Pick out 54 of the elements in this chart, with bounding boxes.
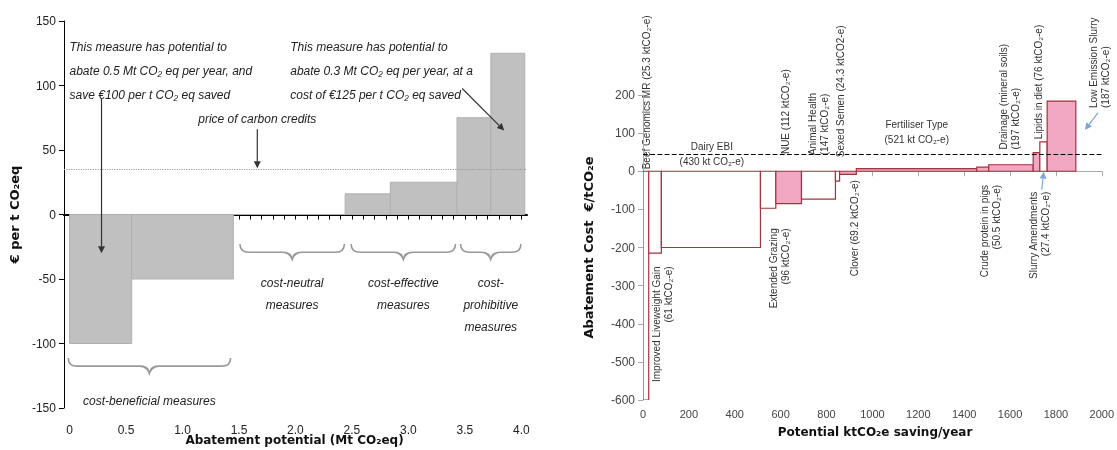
y-tick-label: -400 bbox=[610, 316, 636, 331]
y-tick-label: 150 bbox=[35, 14, 57, 28]
x-tick-label: 1.5 bbox=[230, 423, 248, 437]
y-tick-label: 50 bbox=[42, 143, 57, 157]
x-tick-label: 200 bbox=[679, 407, 699, 420]
y-tick-label: -100 bbox=[610, 202, 636, 217]
annotation: Drainage (mineral soils) (197 ktCO₂-e) bbox=[997, 43, 1021, 150]
annotation: cost-effective measures bbox=[367, 276, 439, 313]
annotation: cost-neutral measures bbox=[260, 276, 324, 313]
annotation: Lipids in diet (76 ktCO₂-e) bbox=[1032, 24, 1044, 140]
y-tick-label: -150 bbox=[31, 401, 57, 415]
annotation: Low Emission Slurry (187 ktCO₂-e) bbox=[1088, 17, 1112, 108]
annotation: cost-beneficial measures bbox=[83, 393, 216, 408]
x-tick-label: 1000 bbox=[860, 407, 885, 420]
x-tick-label: 1200 bbox=[906, 407, 931, 420]
y-tick-label: 0 bbox=[49, 207, 57, 222]
x-tick-label: 1400 bbox=[951, 407, 977, 420]
ref-line-label: price of carbon credits bbox=[197, 112, 317, 127]
annotation: Slurry Amendments (27.4 ktCO₂-e) bbox=[1028, 191, 1052, 279]
y-tick-label: -200 bbox=[610, 240, 636, 255]
y-tick-label: -100 bbox=[31, 336, 57, 351]
x-tick-label: 400 bbox=[725, 407, 744, 420]
x-axis-title: Potential ktCO₂e saving/year bbox=[777, 425, 973, 439]
y-tick-label: -300 bbox=[610, 278, 636, 293]
y-tick-label: 0 bbox=[628, 164, 636, 179]
annotation: Sexed Semen (24.3 ktCO2-e) bbox=[835, 25, 847, 158]
annotation: Crude protein in pigs (50.5 ktCO₂-e) bbox=[978, 184, 1002, 278]
y-tick-label: -50 bbox=[38, 272, 57, 286]
annotation: Clover (69.2 ktCO₂-e) bbox=[848, 180, 860, 277]
annotation: Extended Grazing (96 ktCO₂-e) bbox=[768, 228, 792, 309]
y-tick-label: 100 bbox=[35, 78, 57, 93]
annotation: cost- prohibitive measures bbox=[462, 276, 519, 335]
x-tick-label: 600 bbox=[771, 407, 790, 420]
x-tick-label: 1600 bbox=[997, 407, 1023, 420]
annotation: Improved Liveweight Gain (61 ktCO₂-e) bbox=[651, 266, 675, 383]
x-tick-label: 800 bbox=[817, 407, 836, 420]
x-tick-label: 2000 bbox=[1089, 407, 1115, 420]
x-tick-label: 0 bbox=[66, 423, 74, 437]
x-tick-label: 4.0 bbox=[513, 423, 531, 437]
annotation: Dairy EBI (430 kt CO₂-e) bbox=[679, 141, 745, 168]
annotation: NUE (112 ktCO₂-e) bbox=[780, 69, 792, 155]
y-tick-label: 100 bbox=[614, 126, 636, 141]
x-tick-label: 0 bbox=[639, 407, 647, 420]
y-tick-label: -500 bbox=[610, 354, 636, 369]
y-tick-label: 200 bbox=[614, 88, 636, 102]
annotation: Fertiliser Type (521 kt CO₂-e) bbox=[884, 118, 949, 145]
x-tick-label: 0.5 bbox=[117, 423, 135, 437]
y-axis-title: Abatement Cost €/tCO₂e bbox=[581, 156, 596, 339]
annotation: This measure has potential to abate 0.3 Mt CO₂ eq per year, at a cost of €125 per t CO₂ eq saved bbox=[290, 39, 474, 102]
y-tick-label: -600 bbox=[610, 393, 636, 407]
y-axis-title: € per t CO₂eq bbox=[7, 165, 22, 265]
x-tick-label: 3.5 bbox=[456, 423, 474, 437]
x-tick-label: 1800 bbox=[1043, 407, 1069, 420]
annotation: Animal Health (147 ktCO₂-e) bbox=[806, 92, 830, 156]
